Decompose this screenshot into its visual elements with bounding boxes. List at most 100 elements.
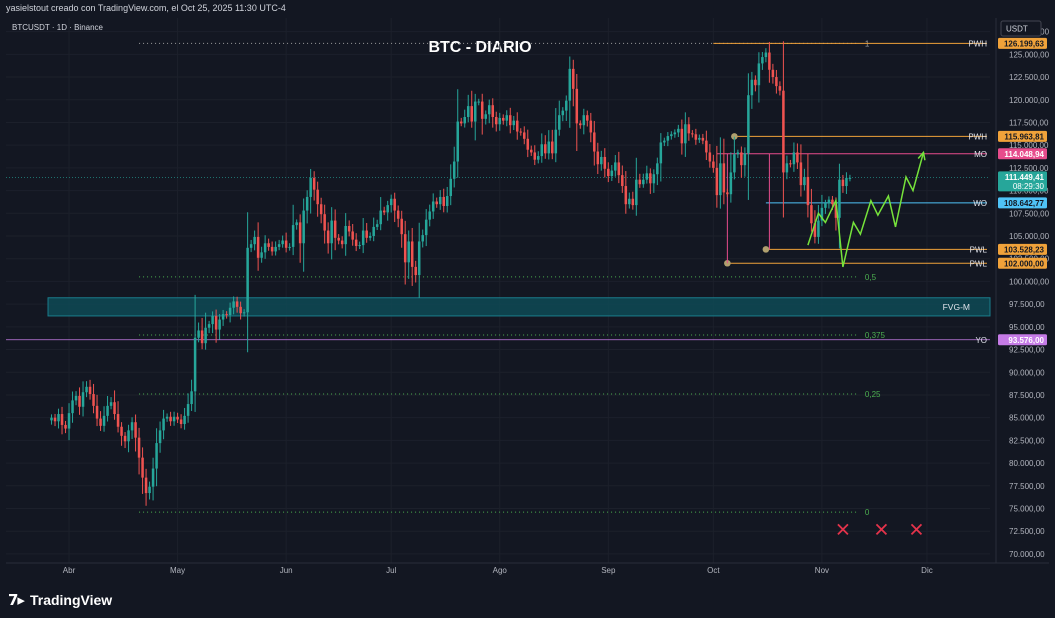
chart-area[interactable]: BTCUSDT · 1D · Binance BTC - DIARIO FVG-…	[6, 18, 1050, 578]
candle-body	[410, 241, 414, 267]
time-tick-label: Oct	[707, 566, 720, 575]
candle-body	[845, 177, 848, 187]
candle-body	[708, 152, 712, 162]
candle-body	[183, 415, 186, 425]
candle-body	[169, 416, 172, 422]
candle-body	[498, 117, 502, 125]
candle-body	[607, 168, 610, 177]
candle-body	[610, 170, 614, 177]
candle-body	[207, 324, 211, 328]
candle-body	[473, 101, 477, 122]
candle-body	[827, 199, 831, 204]
candle-body	[614, 162, 617, 171]
candle-body	[151, 468, 155, 487]
price-tick-label: 125.000,00	[1009, 50, 1049, 59]
candle-body	[582, 115, 586, 126]
candle-body	[235, 301, 239, 307]
candle-body	[375, 224, 379, 227]
cross-marker	[910, 523, 923, 536]
pwl-1-tag	[998, 243, 1047, 255]
fib-level-label: 0,375	[865, 331, 886, 340]
price-tick-label: 100.000,00	[1009, 277, 1049, 286]
candle-body	[179, 419, 183, 425]
pwh-2-tag-text: 115.963,81	[1004, 132, 1044, 141]
candle-body	[116, 414, 120, 427]
tradingview-logo[interactable]: 7▸ TradingView	[8, 591, 112, 609]
current-price-text: 111.449,41	[1005, 173, 1045, 182]
pwh-2-tag	[998, 130, 1047, 142]
candle-body	[438, 196, 442, 205]
currency-badge[interactable]	[1000, 20, 1042, 37]
candle-body	[155, 443, 158, 469]
candle-body	[512, 120, 516, 126]
candle-body	[715, 167, 719, 196]
candle-body	[414, 266, 417, 276]
candle-body	[757, 63, 761, 86]
candle-body	[148, 486, 151, 494]
candle-body	[144, 477, 148, 494]
candle-body	[544, 144, 547, 154]
candle-body	[501, 117, 505, 121]
time-tick-label: May	[170, 566, 185, 575]
candle-body	[645, 173, 649, 180]
candle-body	[719, 163, 722, 196]
candle-body	[137, 437, 141, 458]
pwl-1-label: PWL	[970, 245, 988, 254]
candle-body	[379, 210, 382, 225]
candle-body	[484, 114, 488, 119]
candle-body	[421, 235, 424, 242]
candle-body	[102, 415, 106, 426]
candle-body	[281, 240, 284, 245]
candle-body	[127, 430, 130, 442]
candle-body	[705, 140, 708, 153]
candle-body	[120, 426, 123, 436]
candle-body	[750, 79, 754, 96]
pwh-top-tag-text: 126.199,63	[1004, 39, 1045, 48]
candle-body	[176, 416, 179, 420]
candle-body	[487, 105, 491, 115]
wo-tag	[998, 197, 1047, 209]
candle-body	[197, 330, 200, 338]
candle-body	[382, 210, 386, 213]
candle-body	[701, 137, 705, 141]
candle-body	[530, 149, 533, 153]
candle-body	[736, 152, 740, 155]
candle-body	[319, 204, 323, 215]
candle-body	[666, 136, 670, 141]
fvg-label: FVG-M	[943, 302, 970, 312]
candle-body	[775, 77, 778, 87]
pwl-2-tag-text: 102.000,00	[1004, 259, 1045, 268]
candle-body	[445, 196, 449, 207]
candle-body	[225, 314, 228, 316]
candle-body	[603, 156, 607, 169]
candle-body	[733, 154, 736, 173]
candle-body	[491, 105, 495, 118]
candle-body	[806, 176, 810, 206]
candle-body	[396, 210, 400, 219]
candle-body	[158, 430, 162, 444]
candle-body	[459, 121, 463, 124]
mo-tag	[998, 148, 1047, 160]
price-tick-label: 75.000,00	[1009, 505, 1045, 514]
candle-body	[747, 95, 750, 154]
tradingview-wordmark: TradingView	[29, 592, 113, 608]
candle-body	[326, 230, 330, 244]
time-axis-labels[interactable]: Abr May Jun Jul Ago Sep Oct Nov Dic	[63, 566, 933, 575]
price-axis[interactable]	[996, 18, 1049, 563]
candle-body	[372, 226, 375, 236]
candle-body	[586, 115, 589, 121]
candle-body	[71, 400, 74, 414]
price-chart[interactable]: BTCUSDT · 1D · Binance BTC - DIARIO FVG-…	[6, 18, 1050, 578]
candle-body	[246, 247, 249, 313]
candle-body	[680, 128, 684, 144]
candle-body	[572, 68, 575, 89]
time-tick-label: Jun	[280, 566, 293, 575]
candles-layer	[50, 41, 852, 506]
candle-body	[558, 115, 561, 130]
chart-title: BTC - DIARIO	[428, 39, 531, 56]
time-tick-label: Nov	[815, 566, 829, 575]
current-price-tag	[998, 171, 1047, 192]
candle-body	[687, 124, 691, 134]
price-tick-label: 77.500,00	[1009, 482, 1045, 491]
candle-body	[354, 239, 358, 246]
